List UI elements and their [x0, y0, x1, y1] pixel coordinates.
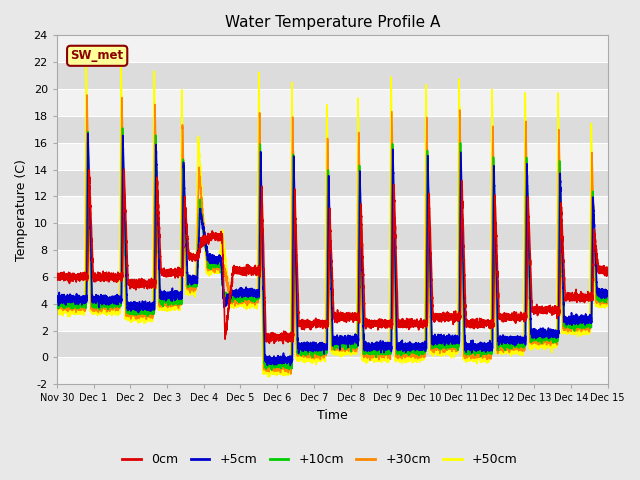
Bar [57, 62, 608, 89]
Bar [57, 304, 608, 331]
Bar [57, 223, 608, 250]
Bar [57, 143, 608, 169]
Bar [57, 169, 608, 196]
Bar [57, 196, 608, 223]
Bar [57, 116, 608, 143]
Legend: 0cm, +5cm, +10cm, +30cm, +50cm: 0cm, +5cm, +10cm, +30cm, +50cm [117, 448, 523, 471]
Bar [57, 277, 608, 304]
Bar [57, 36, 608, 62]
Bar [57, 89, 608, 116]
Bar [57, 331, 608, 358]
Bar [57, 250, 608, 277]
Text: SW_met: SW_met [70, 49, 124, 62]
Y-axis label: Temperature (C): Temperature (C) [15, 159, 28, 261]
X-axis label: Time: Time [317, 409, 348, 422]
Bar [57, 358, 608, 384]
Title: Water Temperature Profile A: Water Temperature Profile A [225, 15, 440, 30]
